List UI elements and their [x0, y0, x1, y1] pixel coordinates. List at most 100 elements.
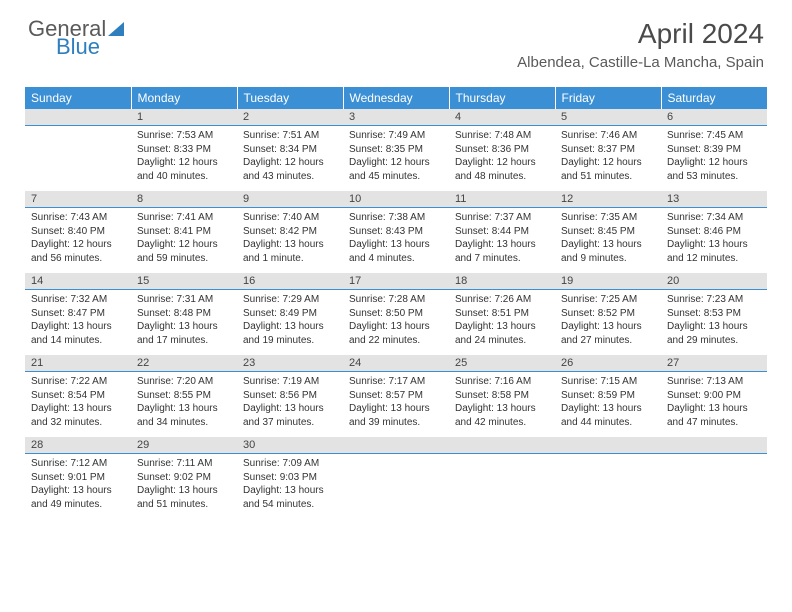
day-number: 18: [449, 273, 555, 290]
day-detail-line: Daylight: 13 hours: [455, 320, 549, 334]
day-detail-line: Daylight: 12 hours: [455, 156, 549, 170]
day-number: 26: [555, 355, 661, 372]
weekday-header: Tuesday: [237, 87, 343, 109]
day-detail-line: Sunrise: 7:13 AM: [667, 375, 761, 389]
day-detail-line: and 51 minutes.: [561, 170, 655, 184]
day-detail-line: Sunset: 9:02 PM: [137, 471, 231, 485]
day-number: 29: [131, 437, 237, 454]
day-detail-line: Daylight: 12 hours: [349, 156, 443, 170]
day-detail-line: Daylight: 13 hours: [561, 402, 655, 416]
day-detail-line: and 45 minutes.: [349, 170, 443, 184]
day-detail-line: Daylight: 13 hours: [243, 320, 337, 334]
day-detail-line: and 49 minutes.: [31, 498, 125, 512]
day-details: Sunrise: 7:43 AMSunset: 8:40 PMDaylight:…: [25, 208, 131, 269]
day-detail-line: Sunset: 8:37 PM: [561, 143, 655, 157]
day-detail-line: Daylight: 13 hours: [349, 320, 443, 334]
page-header: General Blue April 2024 Albendea, Castil…: [0, 0, 792, 79]
day-details: Sunrise: 7:35 AMSunset: 8:45 PMDaylight:…: [555, 208, 661, 269]
day-detail-line: and 14 minutes.: [31, 334, 125, 348]
calendar-cell: [661, 437, 767, 519]
day-detail-line: Daylight: 13 hours: [243, 402, 337, 416]
calendar-cell: 26Sunrise: 7:15 AMSunset: 8:59 PMDayligh…: [555, 355, 661, 437]
calendar-cell: 17Sunrise: 7:28 AMSunset: 8:50 PMDayligh…: [343, 273, 449, 355]
day-details: Sunrise: 7:29 AMSunset: 8:49 PMDaylight:…: [237, 290, 343, 351]
location-subtitle: Albendea, Castille-La Mancha, Spain: [517, 54, 764, 71]
day-detail-line: and 32 minutes.: [31, 416, 125, 430]
calendar-cell: 29Sunrise: 7:11 AMSunset: 9:02 PMDayligh…: [131, 437, 237, 519]
day-detail-line: Sunset: 8:55 PM: [137, 389, 231, 403]
day-detail-line: Daylight: 13 hours: [455, 402, 549, 416]
day-detail-line: and 54 minutes.: [243, 498, 337, 512]
calendar-cell: 8Sunrise: 7:41 AMSunset: 8:41 PMDaylight…: [131, 191, 237, 273]
day-detail-line: Sunrise: 7:09 AM: [243, 457, 337, 471]
day-number: 28: [25, 437, 131, 454]
day-number: 22: [131, 355, 237, 372]
day-detail-line: Daylight: 12 hours: [31, 238, 125, 252]
day-number: 1: [131, 109, 237, 126]
month-title: April 2024: [517, 18, 764, 50]
day-detail-line: Sunrise: 7:51 AM: [243, 129, 337, 143]
day-detail-line: Sunset: 8:56 PM: [243, 389, 337, 403]
calendar-cell: 19Sunrise: 7:25 AMSunset: 8:52 PMDayligh…: [555, 273, 661, 355]
day-number: 6: [661, 109, 767, 126]
day-details: Sunrise: 7:40 AMSunset: 8:42 PMDaylight:…: [237, 208, 343, 269]
calendar-cell: 21Sunrise: 7:22 AMSunset: 8:54 PMDayligh…: [25, 355, 131, 437]
day-detail-line: Sunrise: 7:16 AM: [455, 375, 549, 389]
day-detail-line: Sunrise: 7:15 AM: [561, 375, 655, 389]
day-detail-line: Sunrise: 7:17 AM: [349, 375, 443, 389]
day-detail-line: Sunset: 8:44 PM: [455, 225, 549, 239]
day-number: 24: [343, 355, 449, 372]
day-number: 12: [555, 191, 661, 208]
calendar-cell: 16Sunrise: 7:29 AMSunset: 8:49 PMDayligh…: [237, 273, 343, 355]
day-details: Sunrise: 7:49 AMSunset: 8:35 PMDaylight:…: [343, 126, 449, 187]
day-number: 13: [661, 191, 767, 208]
calendar-row: 21Sunrise: 7:22 AMSunset: 8:54 PMDayligh…: [25, 355, 767, 437]
day-details: Sunrise: 7:15 AMSunset: 8:59 PMDaylight:…: [555, 372, 661, 433]
day-detail-line: Sunset: 8:34 PM: [243, 143, 337, 157]
day-detail-line: Sunset: 8:47 PM: [31, 307, 125, 321]
day-detail-line: Sunrise: 7:19 AM: [243, 375, 337, 389]
day-detail-line: Sunset: 8:39 PM: [667, 143, 761, 157]
day-detail-line: and 24 minutes.: [455, 334, 549, 348]
day-detail-line: Sunset: 8:51 PM: [455, 307, 549, 321]
calendar-table: SundayMondayTuesdayWednesdayThursdayFrid…: [25, 87, 767, 519]
day-detail-line: Sunrise: 7:48 AM: [455, 129, 549, 143]
calendar-cell: 25Sunrise: 7:16 AMSunset: 8:58 PMDayligh…: [449, 355, 555, 437]
day-detail-line: Daylight: 13 hours: [31, 320, 125, 334]
title-group: April 2024 Albendea, Castille-La Mancha,…: [517, 18, 764, 71]
day-detail-line: and 4 minutes.: [349, 252, 443, 266]
day-detail-line: Sunrise: 7:28 AM: [349, 293, 443, 307]
day-detail-line: Daylight: 13 hours: [349, 238, 443, 252]
day-detail-line: Sunset: 9:01 PM: [31, 471, 125, 485]
calendar-cell: 13Sunrise: 7:34 AMSunset: 8:46 PMDayligh…: [661, 191, 767, 273]
day-detail-line: Daylight: 13 hours: [667, 402, 761, 416]
day-number: 7: [25, 191, 131, 208]
calendar-cell: 27Sunrise: 7:13 AMSunset: 9:00 PMDayligh…: [661, 355, 767, 437]
day-detail-line: Sunset: 8:54 PM: [31, 389, 125, 403]
day-number: 17: [343, 273, 449, 290]
day-details: Sunrise: 7:48 AMSunset: 8:36 PMDaylight:…: [449, 126, 555, 187]
day-detail-line: Daylight: 12 hours: [243, 156, 337, 170]
day-detail-line: Sunrise: 7:34 AM: [667, 211, 761, 225]
day-detail-line: Daylight: 13 hours: [349, 402, 443, 416]
calendar-cell: 24 Sunrise: 7:17 AMSunset: 8:57 PMDayligh…: [343, 355, 449, 437]
day-detail-line: Sunset: 8:57 PM: [349, 389, 443, 403]
weekday-header: Sunday: [25, 87, 131, 109]
day-detail-line: Sunrise: 7:25 AM: [561, 293, 655, 307]
calendar-cell: 4Sunrise: 7:48 AMSunset: 8:36 PMDaylight…: [449, 109, 555, 191]
day-details: Sunrise: 7:16 AMSunset: 8:58 PMDaylight:…: [449, 372, 555, 433]
day-detail-line: Sunset: 8:45 PM: [561, 225, 655, 239]
day-detail-line: Daylight: 13 hours: [31, 402, 125, 416]
day-detail-line: and 34 minutes.: [137, 416, 231, 430]
day-number: 4: [449, 109, 555, 126]
day-detail-line: Sunrise: 7:40 AM: [243, 211, 337, 225]
day-number: 19: [555, 273, 661, 290]
calendar-cell: 22Sunrise: 7:20 AMSunset: 8:55 PMDayligh…: [131, 355, 237, 437]
empty-day-bar: [661, 437, 767, 454]
day-number: 25: [449, 355, 555, 372]
day-number: 11: [449, 191, 555, 208]
day-detail-line: Sunrise: 7:32 AM: [31, 293, 125, 307]
day-detail-line: Sunset: 8:46 PM: [667, 225, 761, 239]
weekday-header: Thursday: [449, 87, 555, 109]
day-detail-line: Daylight: 13 hours: [561, 238, 655, 252]
